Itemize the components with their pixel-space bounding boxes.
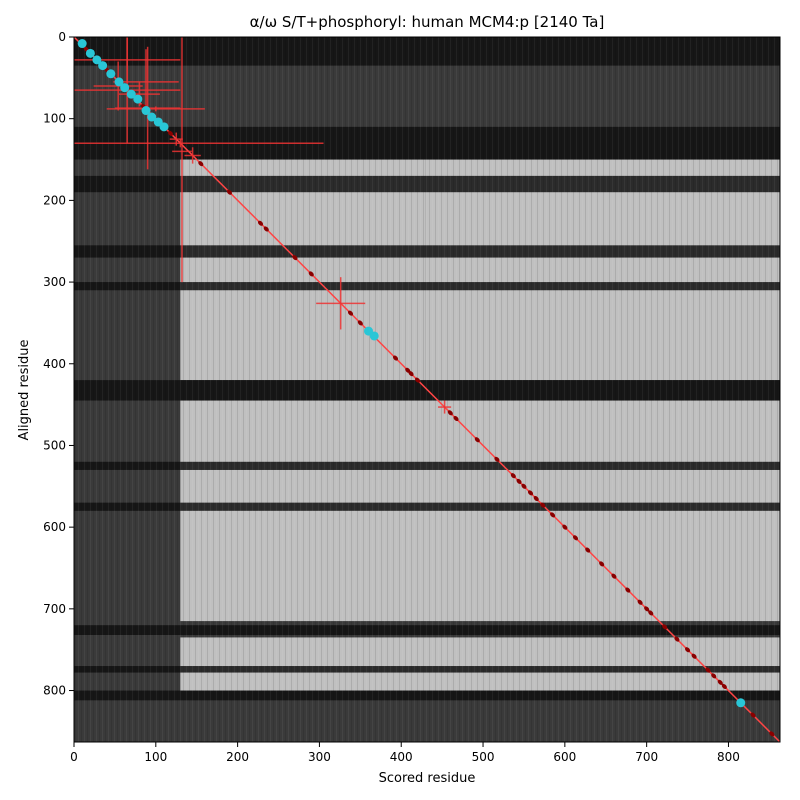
residue-dot	[533, 496, 539, 502]
residue-dot	[347, 310, 354, 316]
highlighted-point	[120, 83, 130, 93]
residue-dot	[705, 667, 711, 673]
residue-dot	[721, 683, 727, 689]
residue-dot	[392, 355, 399, 361]
highlighted-point	[133, 94, 143, 104]
residue-dot	[648, 610, 654, 616]
residue-dot	[521, 483, 527, 489]
y-tick-label: 500	[43, 438, 66, 452]
y-tick-label: 300	[43, 275, 66, 289]
highlighted-point	[114, 77, 124, 87]
residue-dot	[572, 535, 579, 541]
x-axis-label: Scored residue	[379, 771, 476, 786]
residue-dot	[769, 731, 775, 737]
highlighted-point	[126, 89, 136, 99]
residue-dot	[637, 599, 643, 605]
highlighted-point	[92, 55, 102, 65]
residue-dot	[585, 547, 591, 553]
residue-dot	[662, 624, 668, 630]
residue-dot	[308, 271, 314, 277]
residue-dot	[257, 220, 264, 226]
highlighted-point	[85, 48, 95, 58]
diagonal-line-segment	[74, 37, 780, 742]
x-tick-label: 0	[70, 750, 78, 764]
residue-dot	[644, 606, 650, 612]
residue-dot	[226, 189, 232, 195]
residue-dot	[599, 561, 605, 567]
residue-dot	[292, 255, 298, 261]
residue-dot	[357, 320, 363, 326]
residue-dot	[625, 587, 631, 593]
y-tick-label: 0	[58, 30, 66, 44]
residue-dot	[494, 456, 500, 462]
residue-dot	[527, 490, 534, 496]
residue-dot	[415, 377, 421, 383]
x-tick-label: 200	[226, 750, 249, 764]
x-tick-label: 800	[717, 750, 740, 764]
y-tick-label: 200	[43, 193, 66, 207]
chart-title: α/ω S/T+phosphoryl: human MCM4:p [2140 T…	[250, 13, 605, 31]
y-axis-ticks: 0 100 200 300 400 500 600 700 800	[43, 30, 74, 698]
residue-dot	[453, 415, 459, 422]
highlighted-point	[369, 331, 379, 341]
x-tick-label: 700	[635, 750, 658, 764]
x-tick-label: 300	[308, 750, 331, 764]
residue-dot	[474, 437, 480, 443]
highlighted-point	[77, 39, 87, 49]
y-tick-label: 600	[43, 520, 66, 534]
x-tick-label: 500	[472, 750, 495, 764]
residue-dot	[447, 410, 453, 416]
residue-dot	[711, 673, 717, 679]
residue-dot	[510, 473, 516, 479]
y-tick-label: 800	[43, 684, 66, 698]
residue-dot	[263, 226, 269, 232]
residue-dot	[167, 130, 174, 136]
residue-dot	[562, 524, 568, 530]
x-tick-label: 600	[553, 750, 576, 764]
residue-dot	[685, 647, 691, 653]
highlighted-point	[141, 106, 151, 116]
x-tick-label: 100	[144, 750, 167, 764]
highlighted-point	[159, 122, 169, 132]
residue-dot	[550, 512, 556, 518]
y-tick-label: 400	[43, 357, 66, 371]
residue-dot	[408, 371, 414, 377]
diagonal-line	[74, 37, 780, 742]
residue-dot	[516, 478, 522, 484]
highlighted-points	[77, 39, 746, 708]
y-tick-label: 700	[43, 602, 66, 616]
residue-dot	[717, 679, 723, 685]
residue-dot	[691, 653, 697, 659]
residue-dot	[750, 712, 756, 718]
residue-dot	[198, 161, 204, 167]
x-tick-label: 400	[390, 750, 413, 764]
residue-dot	[540, 502, 546, 508]
residue-dot	[611, 573, 617, 579]
highlighted-point	[147, 112, 157, 122]
highlighted-point	[736, 698, 746, 708]
highlighted-point	[106, 69, 116, 79]
y-axis-label: Aligned residue	[17, 340, 32, 441]
x-axis-ticks: 0 100 200 300 400 500 600 700 800	[70, 742, 740, 764]
plot-frame	[73, 36, 781, 743]
highlighted-point	[98, 61, 108, 71]
residue-dot	[674, 636, 680, 642]
y-tick-label: 100	[43, 112, 66, 126]
